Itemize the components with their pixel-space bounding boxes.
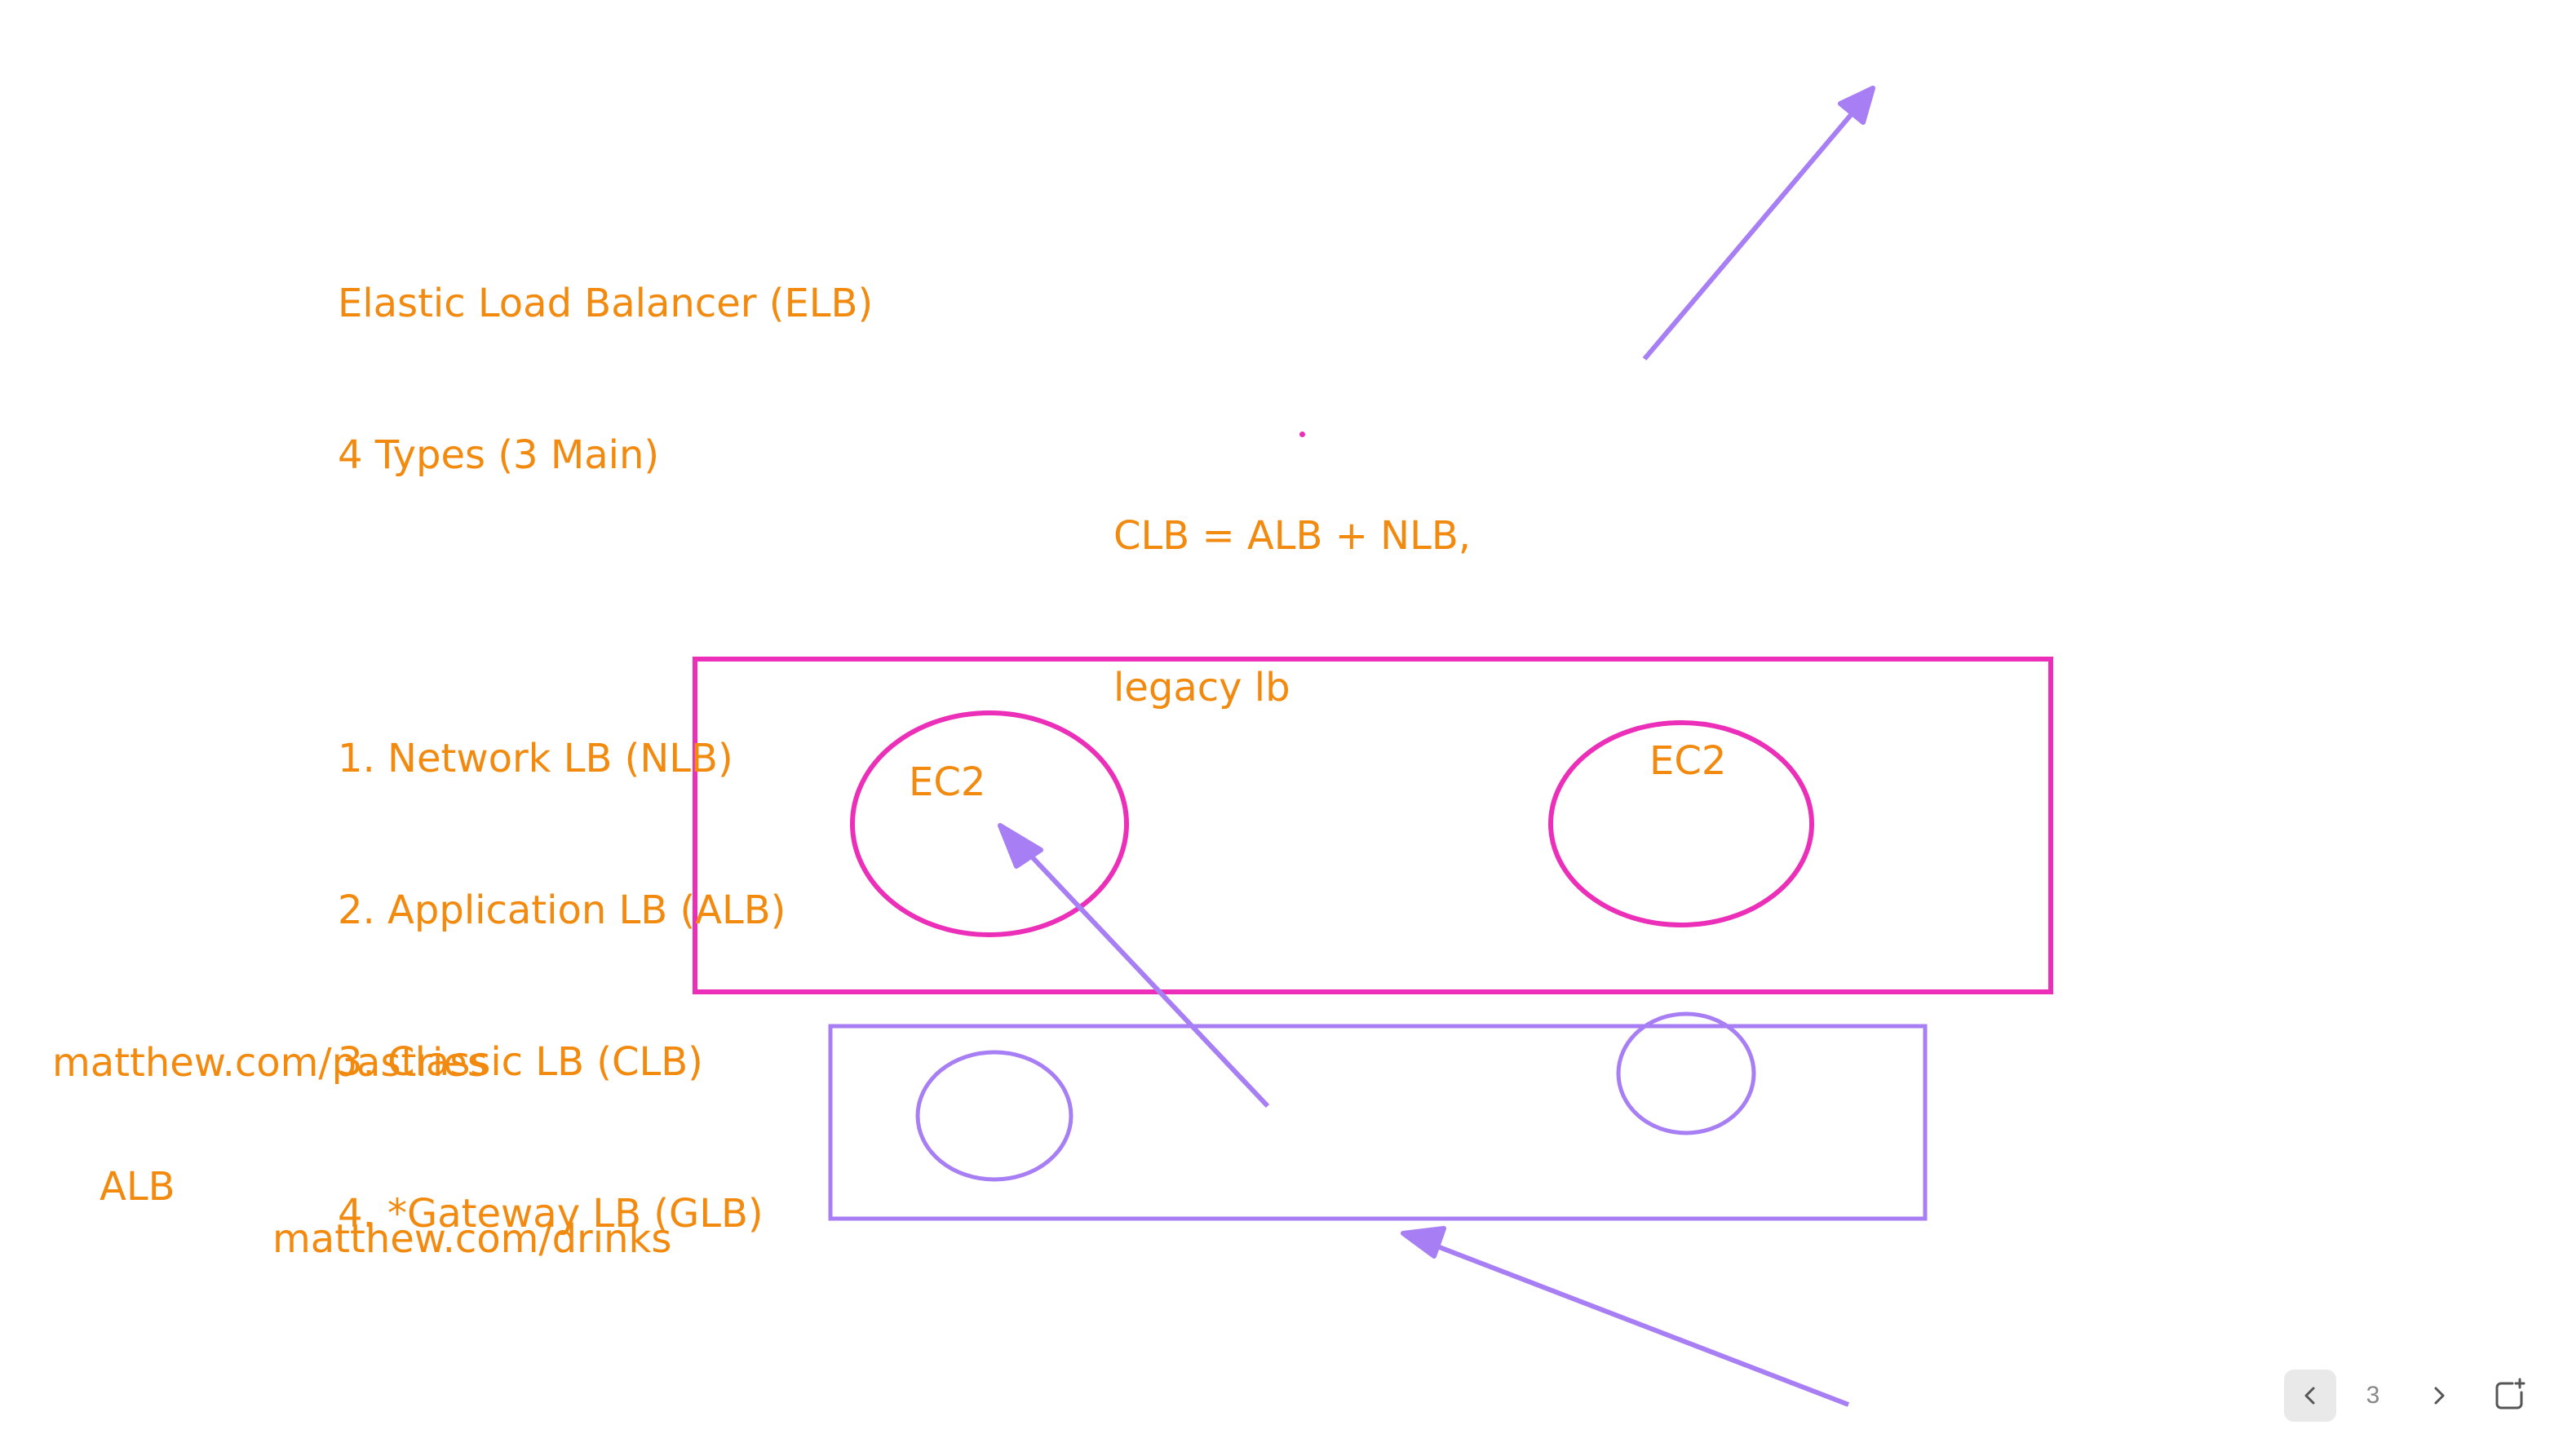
arrow-top-right (1642, 86, 1875, 361)
elb-notes: Elastic Load Balancer (ELB) 4 Types (3 M… (338, 177, 873, 1340)
prev-page-button[interactable] (2284, 1370, 2336, 1422)
note-line: 4 Types (3 Main) (338, 432, 660, 478)
page-number: 3 (2366, 1382, 2380, 1409)
note-line: 2. Application LB (ALB) (338, 887, 786, 933)
note-line: Elastic Load Balancer (ELB) (338, 281, 874, 326)
alb-label: ALB (100, 1164, 175, 1210)
new-page-icon (2495, 1378, 2526, 1410)
url-drinks: matthew.com/drinks (272, 1216, 672, 1262)
chevron-left-icon (2304, 1387, 2315, 1405)
purple-circle-right (1616, 1011, 1756, 1135)
url-pastries: matthew.com/pastries (52, 1040, 488, 1086)
clb-note-line: CLB = ALB + NLB, (1113, 513, 1471, 559)
ec2-label-right: EC2 (1649, 738, 1727, 784)
purple-circle-left (915, 1050, 1074, 1182)
next-page-button[interactable] (2413, 1370, 2465, 1422)
ec2-circle-right (1548, 720, 1814, 927)
arrow-to-ec2 (998, 823, 1270, 1109)
ec2-circle-left (850, 710, 1129, 937)
arrow-bottom (1401, 1226, 1850, 1407)
cursor-dot (1299, 431, 1305, 437)
note-line: 4. *Gateway LB (GLB) (338, 1191, 764, 1237)
purple-rectangle (828, 1024, 1928, 1221)
pink-rectangle (693, 657, 2053, 994)
note-line: 1. Network LB (NLB) (338, 736, 733, 781)
clb-note-line: legacy lb (1113, 665, 1290, 710)
ec2-label-left: EC2 (909, 759, 986, 805)
note-line-blank (338, 582, 873, 632)
note-line: 3. Classic LB (CLB) (338, 1039, 703, 1085)
new-page-button[interactable] (2483, 1370, 2535, 1422)
clb-note: CLB = ALB + NLB, legacy lb (1113, 409, 1471, 814)
page-navigator: 3 (2284, 1362, 2553, 1429)
chevron-right-icon (2434, 1387, 2445, 1405)
